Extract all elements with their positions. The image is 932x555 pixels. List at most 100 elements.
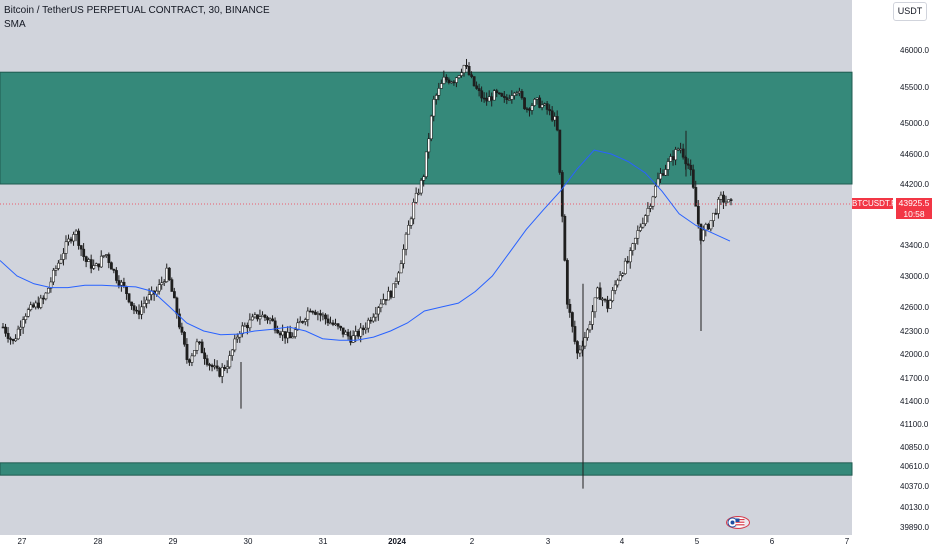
candle-body <box>709 220 713 230</box>
candle-body <box>225 366 229 370</box>
candle-body <box>79 245 83 250</box>
y-tick-label: 41700.0 <box>900 374 929 383</box>
candle-body <box>9 338 13 340</box>
candle-body <box>102 255 106 257</box>
candle-body <box>4 326 8 334</box>
candle-body <box>407 225 411 235</box>
candle-body <box>160 282 164 285</box>
candle-body <box>316 313 320 315</box>
x-tick-label: 7 <box>845 537 850 546</box>
bar-countdown-label: 10:58 <box>896 209 932 219</box>
candle-body <box>354 331 358 336</box>
candle-body <box>349 335 353 343</box>
candle-body <box>571 312 574 327</box>
candle-body <box>729 199 733 201</box>
sma-line <box>0 149 731 341</box>
candle-body <box>334 323 338 326</box>
candle-body <box>679 148 683 151</box>
candle-body <box>104 254 108 256</box>
candle-body <box>427 138 431 153</box>
candle-body <box>213 365 217 368</box>
candle-body <box>341 327 345 335</box>
candle-body <box>633 237 637 244</box>
candle-body <box>487 96 491 102</box>
candle-body <box>256 314 259 320</box>
candle-body <box>719 194 723 200</box>
candle-body <box>127 293 131 303</box>
zone-1 <box>0 462 853 476</box>
candle-body <box>460 72 463 76</box>
candle-body <box>651 196 655 207</box>
candle-body <box>671 156 675 161</box>
candle-body <box>140 306 144 315</box>
candle-body <box>712 212 715 221</box>
indicator-label[interactable]: SMA <box>4 19 26 30</box>
candle-body <box>233 338 237 351</box>
x-tick-label: 6 <box>770 537 775 546</box>
candle-body <box>251 316 254 321</box>
candle-body <box>59 259 63 264</box>
candle-body <box>97 263 101 268</box>
candle-body <box>261 314 264 318</box>
candle-body <box>656 178 660 187</box>
x-tick-label: 4 <box>620 537 625 546</box>
x-tick-label: 29 <box>169 537 178 546</box>
candle-body <box>502 95 506 98</box>
candle-body <box>593 297 597 313</box>
candle-body <box>696 205 700 225</box>
candle-body <box>523 97 526 110</box>
candle-body <box>666 161 670 170</box>
candle-body <box>442 76 446 84</box>
candle-body <box>170 279 174 292</box>
candle-body <box>26 309 30 317</box>
candle-body <box>573 326 577 342</box>
candle-body <box>120 281 123 286</box>
candle-body <box>384 299 388 301</box>
candle-body <box>588 324 592 331</box>
candle-body <box>701 229 705 241</box>
candle-body <box>303 319 307 322</box>
candle-body <box>525 108 529 111</box>
candle-body <box>125 285 128 294</box>
candle-body <box>324 314 327 320</box>
candle-body <box>268 318 272 321</box>
candle-body <box>145 299 149 304</box>
candle-body <box>175 297 179 315</box>
candle-body <box>369 319 373 322</box>
y-tick-label: 43000.0 <box>900 272 929 281</box>
candle-body <box>530 105 534 111</box>
candle-body <box>518 91 521 94</box>
candle-body <box>649 205 652 209</box>
candle-body <box>200 341 204 354</box>
candle-body <box>215 365 219 369</box>
y-tick-label: 40370.0 <box>900 482 929 491</box>
candle-body <box>714 212 718 215</box>
candle-body <box>379 303 383 309</box>
candle-body <box>616 279 620 286</box>
us-flag-icon <box>726 516 750 529</box>
candle-body <box>44 292 48 300</box>
candle-body <box>64 241 68 254</box>
candle-body <box>500 93 504 97</box>
candle-body <box>505 97 509 101</box>
candle-body <box>689 164 693 171</box>
candle-body <box>528 108 531 111</box>
x-tick-label: 30 <box>244 537 253 546</box>
candle-body <box>626 260 630 263</box>
candle-body <box>437 88 441 96</box>
candle-body <box>248 319 252 329</box>
candle-body <box>142 303 146 308</box>
candle-body <box>455 77 458 83</box>
candle-body <box>445 76 448 81</box>
y-tick-label: 40130.0 <box>900 503 929 512</box>
candle-body <box>639 226 642 231</box>
candle-body <box>618 275 622 281</box>
candle-body <box>440 83 443 89</box>
currency-button[interactable]: USDT <box>893 2 927 21</box>
candle-body <box>422 176 426 181</box>
candle-body <box>306 310 310 320</box>
candle-body <box>392 283 395 298</box>
candle-body <box>472 76 476 87</box>
